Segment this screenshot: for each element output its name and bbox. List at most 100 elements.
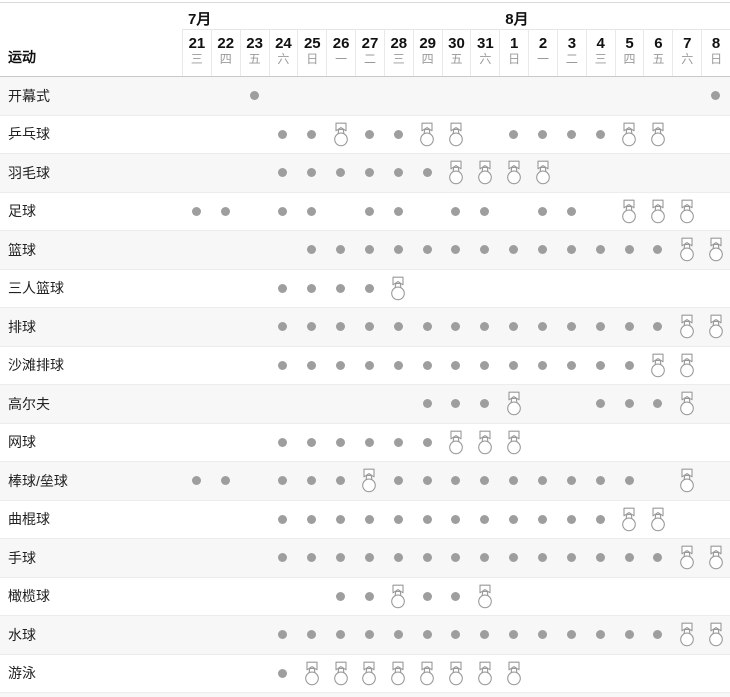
event-dot-icon	[653, 630, 663, 640]
schedule-cell	[643, 116, 672, 154]
event-dot-icon	[509, 322, 519, 332]
event-dot-icon	[509, 630, 519, 640]
event-dot-icon	[393, 514, 403, 524]
schedule-cell	[615, 308, 644, 346]
schedule-cell	[240, 616, 269, 654]
weekday-label: 日	[508, 52, 521, 67]
weekday-label: 一	[537, 52, 550, 67]
schedule-cell	[557, 424, 586, 462]
event-dot-icon	[393, 322, 403, 332]
date-number: 25	[303, 35, 321, 52]
schedule-cell	[643, 347, 672, 385]
schedule-cell	[557, 231, 586, 269]
date-number: 26	[332, 35, 350, 52]
schedule-cell	[355, 539, 384, 577]
event-dot-icon	[422, 437, 432, 447]
schedule-cell	[240, 270, 269, 308]
schedule-cell	[182, 193, 211, 231]
schedule-cell	[413, 424, 442, 462]
event-dot-icon	[509, 514, 519, 524]
event-dot-icon	[191, 476, 201, 486]
event-dot-icon	[451, 476, 461, 486]
schedule-cell	[355, 501, 384, 539]
date-number: 21	[188, 35, 206, 52]
event-dot-icon	[595, 245, 605, 255]
schedule-cell	[701, 347, 730, 385]
schedule-cell	[269, 501, 298, 539]
event-dot-icon	[595, 514, 605, 524]
event-dot-icon	[480, 245, 490, 255]
schedule-cell	[701, 616, 730, 654]
event-dot-icon	[566, 206, 576, 216]
event-dot-icon	[364, 168, 374, 178]
schedule-cell	[413, 578, 442, 616]
schedule-cell	[557, 539, 586, 577]
event-dot-icon	[220, 476, 230, 486]
schedule-cell	[672, 154, 701, 192]
event-dot-icon	[364, 591, 374, 601]
event-dot-icon	[480, 476, 490, 486]
event-dot-icon	[566, 360, 576, 370]
event-dot-icon	[480, 630, 490, 640]
schedule-cell	[211, 193, 240, 231]
event-dot-icon	[393, 476, 403, 486]
table-row: 曲棍球	[0, 501, 730, 539]
month-header-row: 7月 8月	[0, 3, 730, 30]
medal-icon	[679, 237, 695, 262]
event-dot-icon	[393, 245, 403, 255]
sport-label: 水球	[8, 626, 36, 643]
schedule-cell	[240, 308, 269, 346]
event-dot-icon	[278, 129, 288, 139]
schedule-cell	[470, 193, 499, 231]
schedule-cell	[557, 270, 586, 308]
schedule-cell	[413, 270, 442, 308]
schedule-cell	[499, 539, 528, 577]
medal-icon	[506, 661, 522, 686]
event-dot-icon	[336, 630, 346, 640]
schedule-cell	[211, 116, 240, 154]
schedule-cell	[442, 462, 471, 500]
schedule-cell	[701, 77, 730, 115]
medal-icon	[650, 122, 666, 147]
event-dot-icon	[393, 437, 403, 447]
event-dot-icon	[451, 360, 461, 370]
schedule-cell	[326, 616, 355, 654]
schedule-cell	[470, 655, 499, 693]
schedule-cell	[643, 77, 672, 115]
date-number: 27	[361, 35, 379, 52]
date-number: 23	[246, 35, 263, 52]
event-dot-icon	[451, 591, 461, 601]
event-dot-icon	[538, 553, 548, 563]
event-dot-icon	[364, 437, 374, 447]
schedule-cell	[528, 462, 557, 500]
schedule-cell	[586, 501, 615, 539]
weekday-label: 六	[277, 52, 290, 67]
event-dot-icon	[595, 360, 605, 370]
medal-icon	[679, 622, 695, 647]
schedule-cell	[211, 347, 240, 385]
schedule-cell	[586, 578, 615, 616]
schedule-cell	[355, 154, 384, 192]
schedule-cell	[384, 385, 413, 423]
schedule-cell	[442, 193, 471, 231]
medal-icon	[419, 122, 435, 147]
schedule-cell	[355, 347, 384, 385]
schedule-cell	[442, 77, 471, 115]
medal-icon	[361, 468, 377, 493]
schedule-cell	[326, 193, 355, 231]
event-dot-icon	[624, 322, 634, 332]
schedule-cell	[586, 539, 615, 577]
schedule-cell	[643, 501, 672, 539]
schedule-cell	[297, 501, 326, 539]
date-column-header: 31 六	[470, 30, 499, 76]
table-row: 水球	[0, 616, 730, 655]
schedule-cell	[701, 462, 730, 500]
event-dot-icon	[393, 630, 403, 640]
schedule-cell	[211, 424, 240, 462]
event-dot-icon	[711, 91, 721, 101]
schedule-cell	[615, 462, 644, 500]
schedule-cell	[326, 270, 355, 308]
medal-icon	[679, 353, 695, 378]
